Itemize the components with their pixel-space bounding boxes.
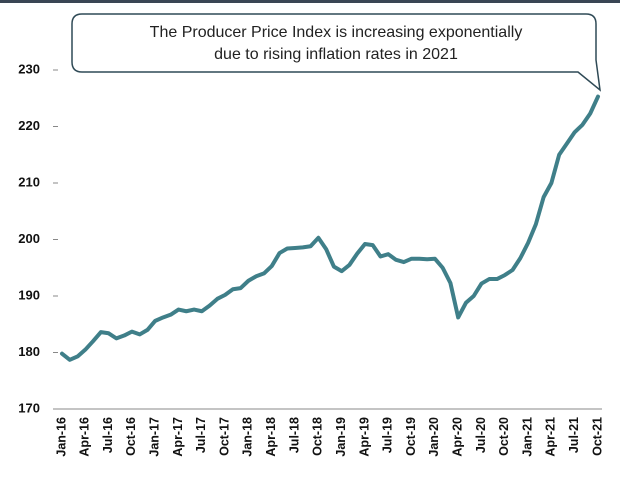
x-tick-label: Oct-21 bbox=[590, 417, 604, 456]
x-tick-label: Jan-20 bbox=[427, 417, 441, 457]
x-tick-label: Oct-18 bbox=[311, 417, 325, 456]
x-tick-label: Oct-20 bbox=[497, 417, 511, 456]
x-tick-label: Apr-16 bbox=[78, 417, 92, 457]
x-tick-label: Jan-18 bbox=[241, 417, 255, 457]
top-bar bbox=[0, 0, 620, 3]
x-tick-label: Jul-19 bbox=[381, 417, 395, 453]
y-tick-label: 210 bbox=[18, 174, 40, 189]
x-tick-label: Jan-17 bbox=[148, 417, 162, 457]
x-tick-label: Jan-16 bbox=[54, 417, 68, 457]
y-tick-label: 170 bbox=[18, 400, 40, 415]
x-tick-label: Oct-17 bbox=[217, 417, 231, 456]
annotation: due to rising inflation rates in 2021 bbox=[214, 46, 458, 63]
y-tick-label: 230 bbox=[18, 61, 40, 76]
x-tick-label: Jul-20 bbox=[474, 417, 488, 453]
x-tick-label: Apr-21 bbox=[544, 417, 558, 457]
callout-box bbox=[71, 13, 601, 92]
x-tick-label: Jul-17 bbox=[194, 417, 208, 453]
series-line bbox=[60, 94, 600, 362]
y-tick-label: 180 bbox=[18, 344, 40, 359]
x-tick-label: Apr-18 bbox=[264, 417, 278, 457]
x-tick-label: Apr-19 bbox=[357, 417, 371, 457]
x-tick-label: Jul-16 bbox=[101, 417, 115, 453]
x-tick-label: Jul-18 bbox=[287, 417, 301, 453]
x-tick-label: Oct-19 bbox=[404, 417, 418, 456]
y-tick-label: 200 bbox=[18, 231, 40, 246]
x-tick-label: Oct-16 bbox=[124, 417, 138, 456]
x-tick-label: Jul-21 bbox=[567, 417, 581, 453]
x-tick-label: Apr-20 bbox=[450, 417, 464, 457]
y-tick-label: 220 bbox=[18, 118, 40, 133]
x-tick-label: Jan-21 bbox=[520, 417, 534, 457]
x-tick-label: Apr-17 bbox=[171, 417, 185, 457]
x-tick-label: Jan-19 bbox=[334, 417, 348, 457]
y-tick-label: 190 bbox=[18, 287, 40, 302]
annotation: The Producer Price Index is increasing e… bbox=[150, 24, 523, 41]
